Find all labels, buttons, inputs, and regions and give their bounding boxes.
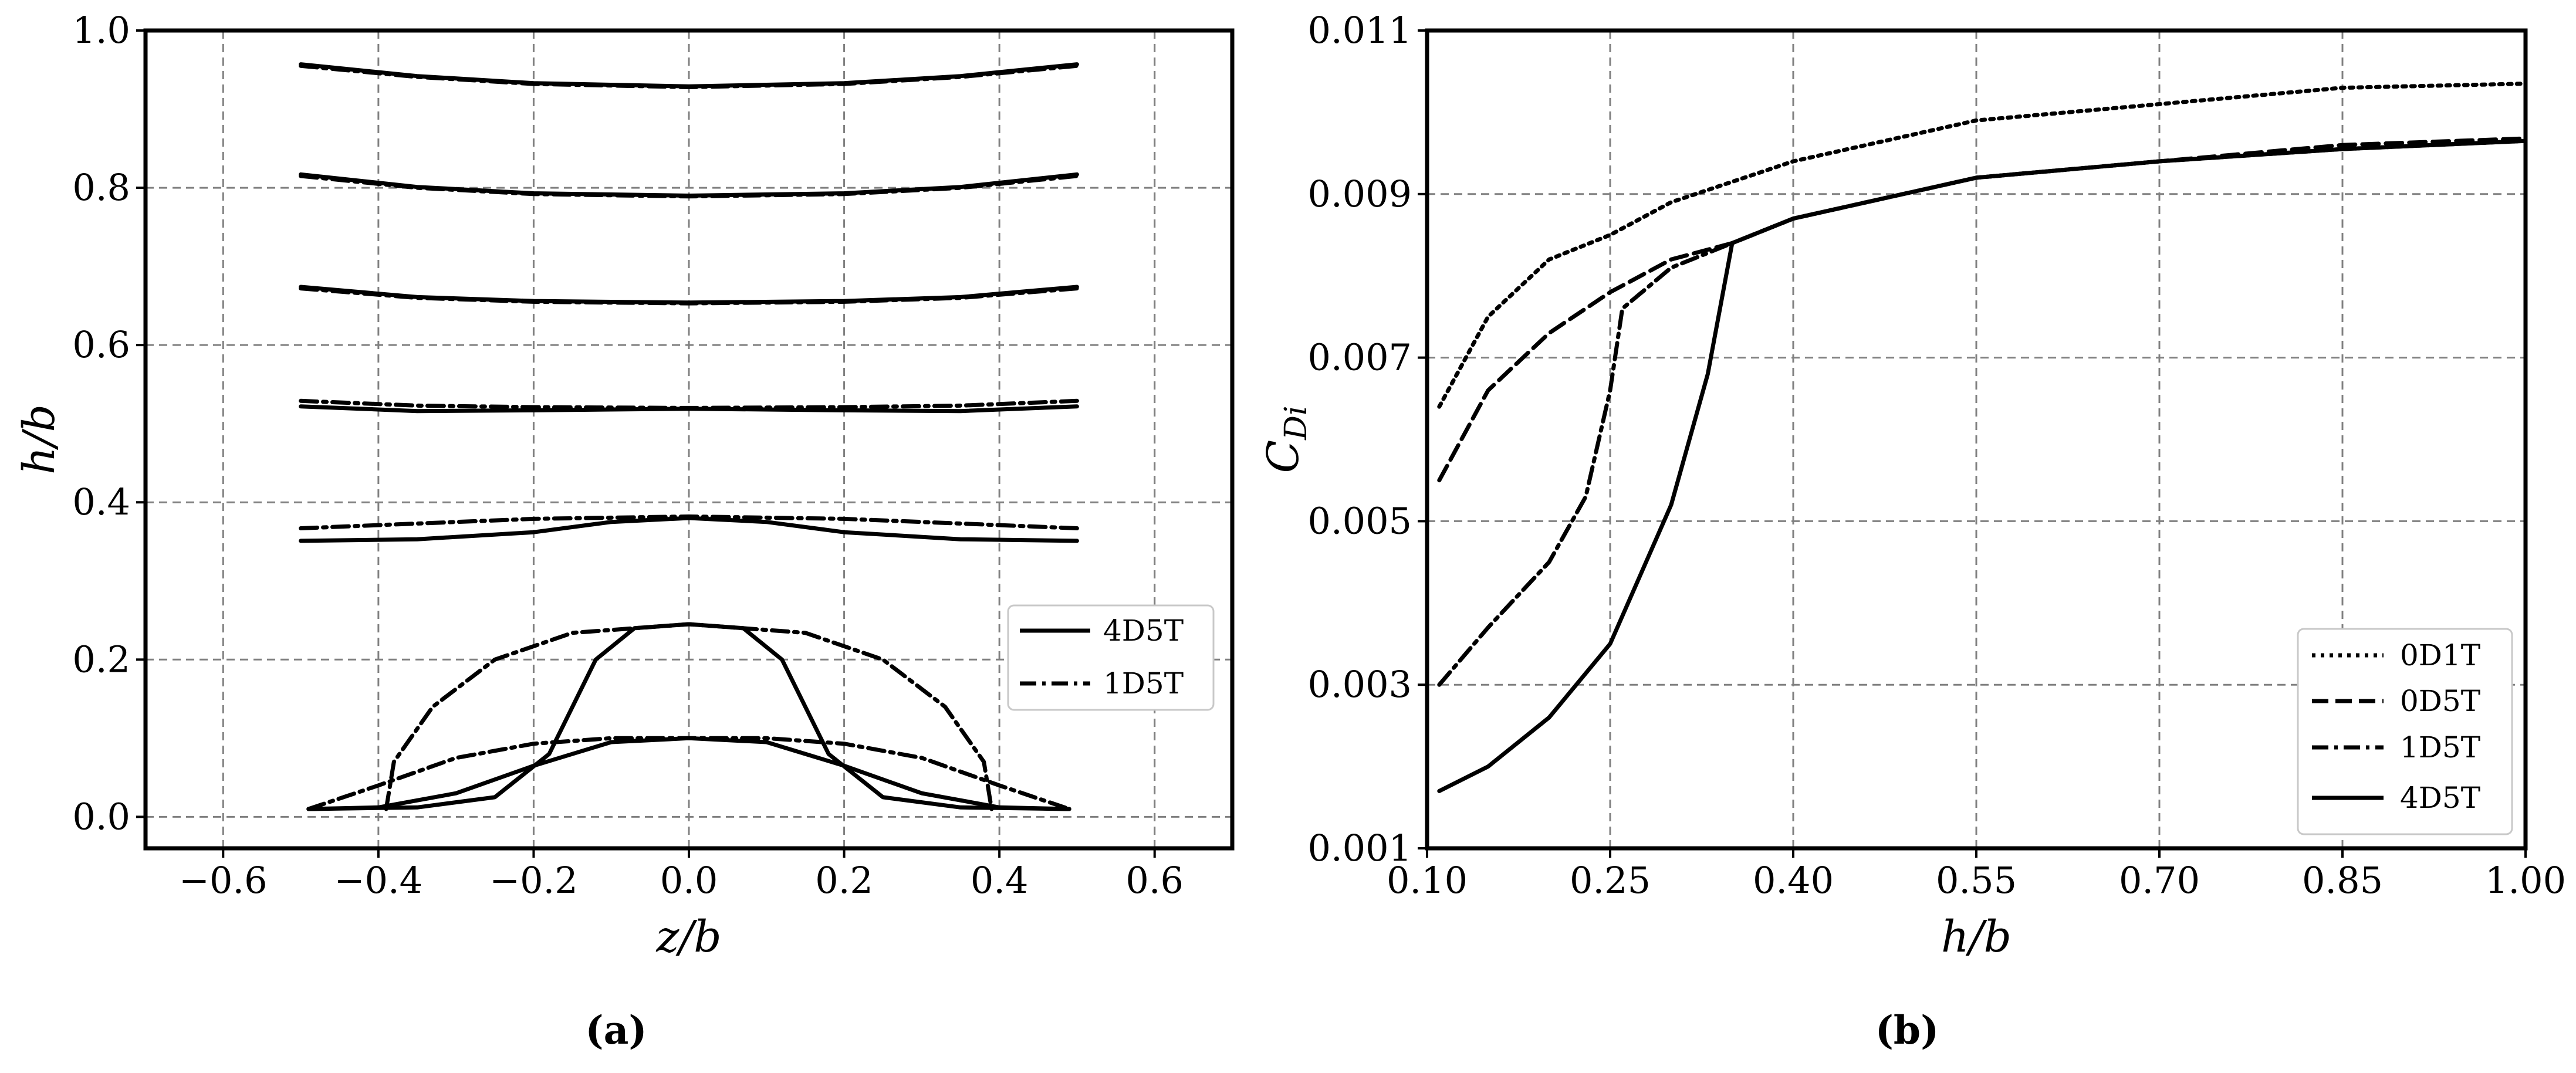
panel-b-xlabel: h/b (1941, 912, 2012, 962)
series-line-1D5T-6 (306, 736, 1071, 811)
x-tick-label: 0.85 (2302, 859, 2383, 902)
panel-b-ticks: 0.10 0.25 0.40 0.55 0.70 0.85 1.00 0.001 0.003 0.… (1308, 9, 2567, 902)
series-line-1D5T (1437, 138, 2528, 687)
x-tick-label: 1.00 (2485, 859, 2566, 902)
caption-b: (b) (1875, 1007, 1939, 1053)
panel-b-legend: 0D1T 0D5T 1D5T 4D5T (2297, 628, 2513, 835)
panel-b-curves (1437, 82, 2528, 793)
x-tick-label: −0.6 (179, 859, 268, 902)
legend-label-4D5T-b: 4D5T (2400, 781, 2480, 815)
legend-label-0D5T: 0D5T (2400, 684, 2480, 718)
x-tick-label: 0.4 (971, 859, 1029, 902)
series-line-1D5T-0 (299, 63, 1079, 89)
x-tick-label: 0.10 (1387, 859, 1468, 902)
svg-text:CDi: CDi (1258, 406, 1314, 473)
panel-b-ylabel: CDi (1258, 406, 1314, 473)
x-tick-label: 0.40 (1753, 859, 1834, 902)
y-tick-label: 1.0 (72, 9, 130, 52)
y-tick-label: 0.009 (1308, 172, 1412, 215)
x-tick-label: 0.55 (1936, 859, 2017, 902)
legend-label-1D5T-b: 1D5T (2400, 730, 2480, 764)
y-tick-label: 0.007 (1308, 336, 1412, 379)
panel-a-ylabel: h/b (14, 404, 65, 475)
x-tick-label: 0.25 (1570, 859, 1651, 902)
y-tick-label: 0.005 (1308, 499, 1412, 542)
y-tick-label: 0.4 (72, 480, 130, 523)
x-tick-label: −0.2 (489, 859, 578, 902)
panel-b-chart: 0.10 0.25 0.40 0.55 0.70 0.85 1.00 0.001 0.003 0.… (1258, 9, 2566, 1053)
series-line-1D5T-4 (299, 514, 1079, 530)
panel-a-chart: −0.6 −0.4 −0.2 0.0 0.2 0.4 0.6 0.0 0.2 0.4 0.6 0.8 1… (14, 9, 1235, 1053)
x-tick-label: 0.70 (2119, 859, 2200, 902)
y-tick-label: 0.011 (1308, 9, 1412, 52)
y-tick-label: 0.001 (1308, 827, 1412, 869)
series-line-4D5T (1437, 138, 2528, 793)
y-tick-label: 0.0 (72, 795, 130, 838)
panel-b-ylabel-sub: Di (1279, 406, 1314, 441)
y-tick-label: 0.8 (72, 166, 130, 209)
panel-b-ylabel-main: C (1258, 440, 1309, 473)
panel-a-legend: 4D5T 1D5T (1007, 604, 1215, 711)
y-tick-label: 0.2 (72, 638, 130, 681)
series-line-0D1T (1437, 82, 2528, 409)
panel-a-xlabel: z/b (655, 912, 721, 962)
x-tick-label: 0.6 (1125, 859, 1184, 902)
x-tick-label: 0.2 (815, 859, 873, 902)
caption-a: (a) (585, 1007, 647, 1053)
y-tick-label: 0.003 (1308, 663, 1412, 706)
panel-a-grid (146, 29, 1232, 848)
legend-label-0D1T: 0D1T (2400, 638, 2480, 672)
series-line-1D5T-1 (299, 174, 1079, 199)
x-tick-label: −0.4 (334, 859, 423, 902)
legend-label-1D5T: 1D5T (1103, 666, 1184, 700)
panel-a-curves (299, 62, 1079, 811)
y-tick-label: 0.6 (72, 323, 130, 366)
series-line-1D5T-3 (299, 398, 1079, 410)
panel-a-ticks: −0.6 −0.4 −0.2 0.0 0.2 0.4 0.6 0.0 0.2 0.4 0.6 0.8 1… (72, 9, 1184, 902)
x-tick-label: 0.0 (660, 859, 718, 902)
panel-b-legend-box (2297, 628, 2513, 835)
legend-label-4D5T: 4D5T (1103, 614, 1184, 648)
series-line-1D5T-2 (299, 286, 1079, 306)
series-line-1D5T-5 (384, 622, 994, 811)
